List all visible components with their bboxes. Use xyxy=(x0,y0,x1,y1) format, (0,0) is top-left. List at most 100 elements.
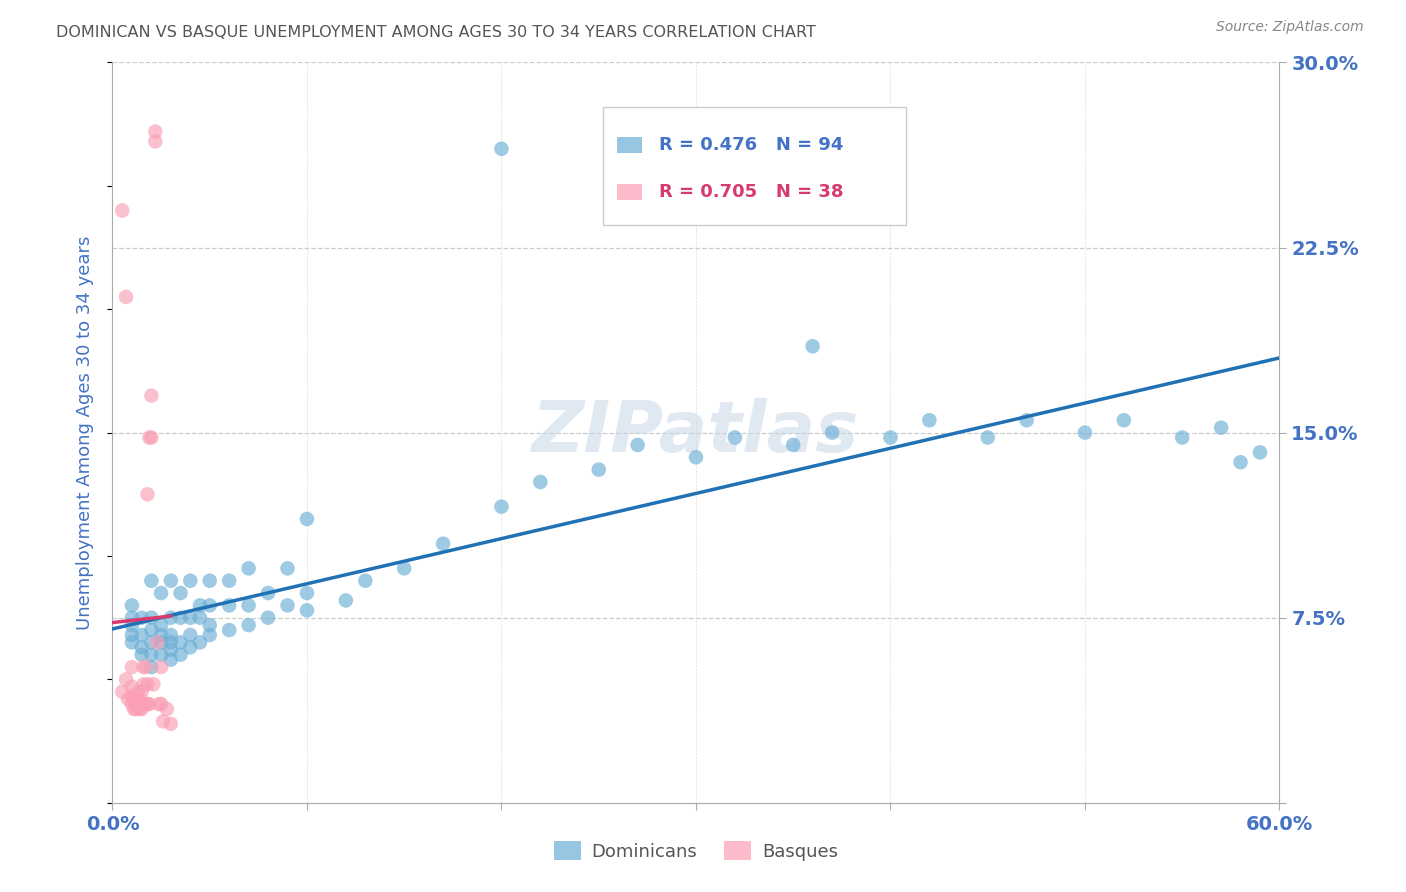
Point xyxy=(115,673,138,687)
Point xyxy=(218,574,240,588)
Point xyxy=(169,586,191,600)
Point xyxy=(141,648,163,662)
Point xyxy=(121,635,143,649)
Point xyxy=(142,677,165,691)
Point xyxy=(276,561,298,575)
Point xyxy=(125,692,148,706)
Point xyxy=(218,623,240,637)
Point xyxy=(491,142,513,156)
Point xyxy=(169,610,191,624)
Point xyxy=(724,431,747,445)
Point xyxy=(257,586,280,600)
Point xyxy=(801,339,824,353)
Point xyxy=(1112,413,1135,427)
Point xyxy=(1249,445,1271,459)
Point xyxy=(138,697,160,711)
Point xyxy=(295,586,318,600)
Legend: Dominicans, Basques: Dominicans, Basques xyxy=(547,834,845,868)
Point xyxy=(156,702,179,716)
Point xyxy=(132,660,155,674)
Point xyxy=(122,692,145,706)
Point xyxy=(128,692,150,706)
Point xyxy=(238,599,260,613)
Point xyxy=(238,561,260,575)
Point xyxy=(141,574,163,588)
Point xyxy=(132,677,155,691)
Point xyxy=(143,124,166,138)
Point xyxy=(160,642,183,657)
Point xyxy=(150,635,173,649)
Point xyxy=(150,618,173,632)
Text: DOMINICAN VS BASQUE UNEMPLOYMENT AMONG AGES 30 TO 34 YEARS CORRELATION CHART: DOMINICAN VS BASQUE UNEMPLOYMENT AMONG A… xyxy=(56,25,815,40)
Point xyxy=(111,203,134,218)
Point xyxy=(198,574,221,588)
Point xyxy=(131,648,153,662)
Text: R = 0.705   N = 38: R = 0.705 N = 38 xyxy=(658,183,844,202)
Point xyxy=(188,599,211,613)
Point xyxy=(627,438,650,452)
Y-axis label: Unemployment Among Ages 30 to 34 years: Unemployment Among Ages 30 to 34 years xyxy=(76,235,94,630)
Point xyxy=(141,635,163,649)
Point xyxy=(150,697,173,711)
Point xyxy=(150,648,173,662)
Point xyxy=(115,290,138,304)
Point xyxy=(135,660,157,674)
Point xyxy=(160,628,183,642)
Point xyxy=(198,628,221,642)
Point xyxy=(879,431,901,445)
Point xyxy=(131,610,153,624)
Point xyxy=(394,561,416,575)
Point xyxy=(127,685,149,699)
Point xyxy=(111,685,134,699)
Point xyxy=(821,425,844,440)
Point xyxy=(782,438,804,452)
Point xyxy=(121,680,143,694)
Point xyxy=(121,610,143,624)
Point xyxy=(146,635,169,649)
Point xyxy=(188,610,211,624)
Point xyxy=(138,431,160,445)
Point xyxy=(1015,413,1038,427)
Point xyxy=(169,648,191,662)
Point xyxy=(136,487,159,501)
Point xyxy=(160,610,183,624)
Point xyxy=(152,714,174,729)
Point xyxy=(685,450,707,465)
Text: Source: ZipAtlas.com: Source: ZipAtlas.com xyxy=(1216,20,1364,34)
Text: R = 0.476   N = 94: R = 0.476 N = 94 xyxy=(658,136,844,153)
Point xyxy=(588,462,610,476)
Text: ZIPatlas: ZIPatlas xyxy=(533,398,859,467)
Point xyxy=(128,702,150,716)
Point xyxy=(136,697,159,711)
Point xyxy=(117,692,139,706)
Point xyxy=(188,635,211,649)
Point xyxy=(179,628,201,642)
Point xyxy=(148,697,170,711)
FancyBboxPatch shape xyxy=(617,136,643,153)
Point xyxy=(491,500,513,514)
Point xyxy=(169,635,191,649)
Point xyxy=(136,677,159,691)
Point xyxy=(141,660,163,674)
Point xyxy=(529,475,551,489)
Point xyxy=(160,635,183,649)
Point xyxy=(131,640,153,655)
Point xyxy=(131,628,153,642)
Point xyxy=(1171,431,1194,445)
Point xyxy=(150,586,173,600)
Point xyxy=(160,574,183,588)
Point xyxy=(127,697,149,711)
Point xyxy=(141,610,163,624)
Point xyxy=(1209,420,1232,434)
Point xyxy=(198,599,221,613)
Point xyxy=(121,660,143,674)
Point xyxy=(179,640,201,655)
Point xyxy=(1229,455,1251,469)
Point xyxy=(1074,425,1097,440)
Point xyxy=(131,685,153,699)
Point xyxy=(179,610,201,624)
Point xyxy=(257,610,280,624)
Point xyxy=(432,536,454,550)
Point xyxy=(150,660,173,674)
Point xyxy=(198,618,221,632)
